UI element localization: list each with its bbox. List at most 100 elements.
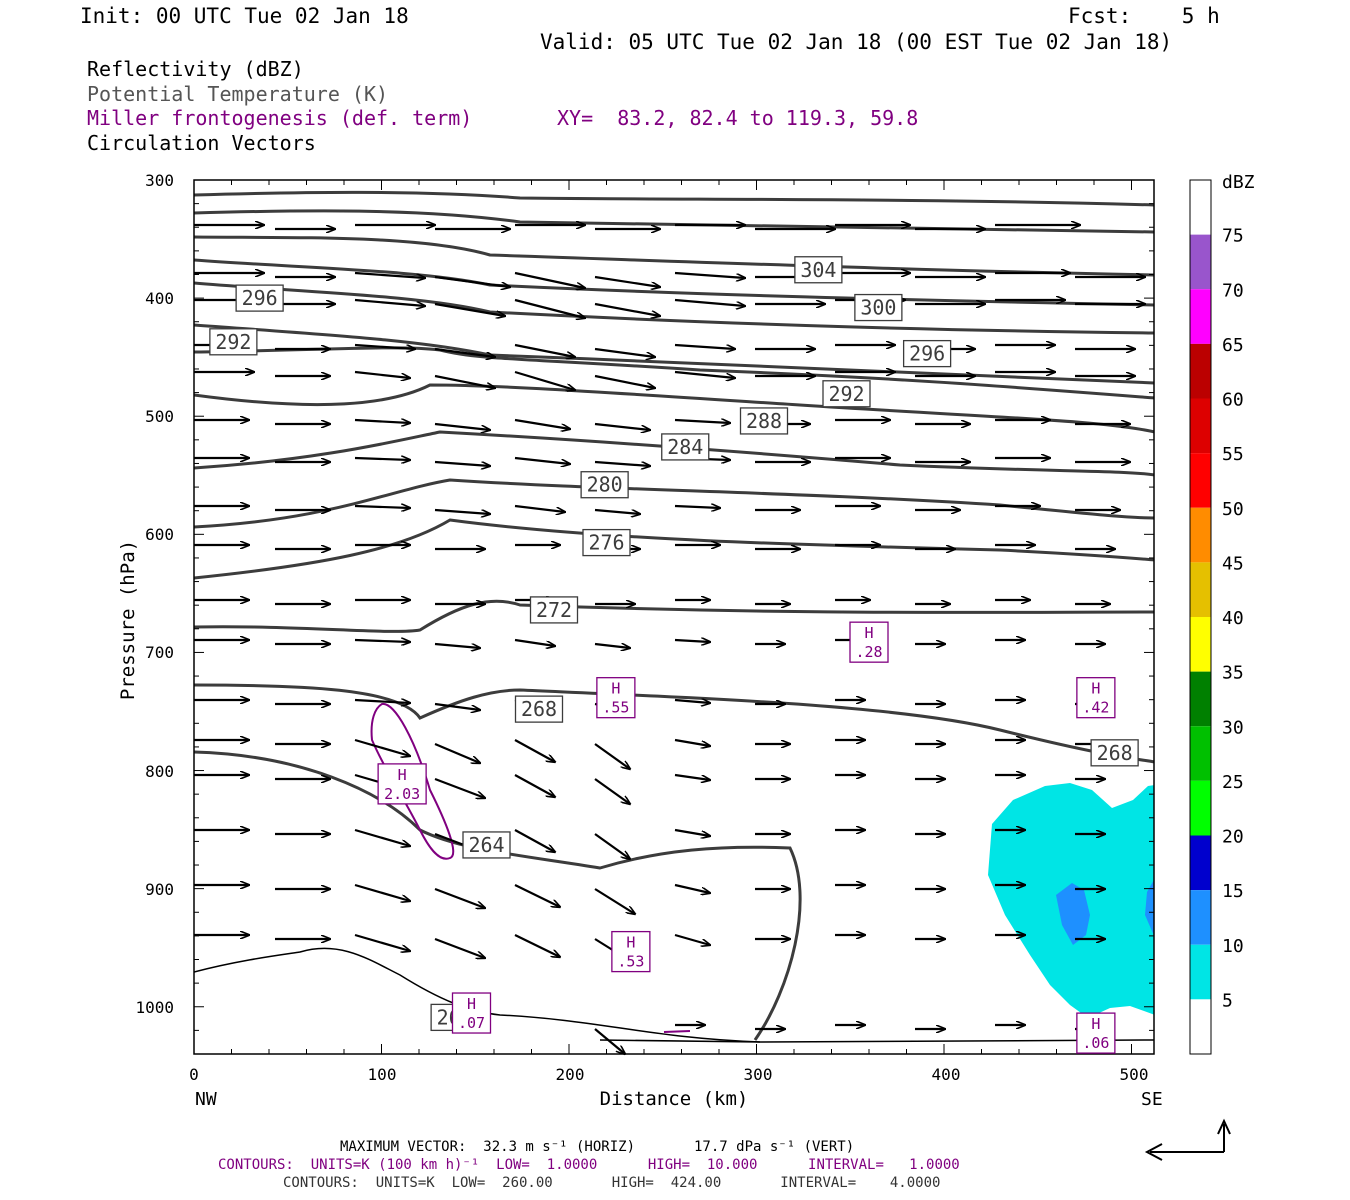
theta-contour <box>194 478 1154 529</box>
frontogenesis-max-box <box>1076 1012 1116 1054</box>
theta-contour <box>194 209 1154 234</box>
vector-arrow <box>674 828 710 836</box>
theta-contour <box>194 383 1154 434</box>
theta-contour <box>194 235 1154 277</box>
vector-arrow <box>674 738 710 746</box>
frontogenesis-max-value: .06 <box>1082 1034 1109 1052</box>
vector-arrow <box>434 702 480 710</box>
frontogenesis-max-value: 2.03 <box>384 785 420 803</box>
theta-contour <box>194 947 761 1043</box>
vector-arrow <box>594 508 640 514</box>
theta-label: 272 <box>536 598 572 622</box>
theta-label: 268 <box>1097 741 1133 765</box>
vector-arrow <box>354 506 410 508</box>
colorbar-swatch <box>1190 780 1211 836</box>
colorbar-label: 45 <box>1222 553 1244 574</box>
legend-vectors: Circulation Vectors <box>87 131 316 155</box>
theta-label-box <box>514 695 564 723</box>
theta-label-box <box>854 293 903 322</box>
vector-arrow <box>594 422 650 430</box>
vector-arrow <box>354 458 410 460</box>
x-tick-label: 400 <box>932 1065 961 1084</box>
theta-label-box <box>235 284 284 312</box>
frontogenesis-max-box <box>849 621 889 663</box>
x-tick-label: 100 <box>368 1065 397 1084</box>
colorbar-label: 55 <box>1222 444 1244 465</box>
theta-label-box <box>529 596 579 624</box>
vector-arrow <box>674 298 745 306</box>
vector-arrow <box>354 933 410 951</box>
frontogenesis-max-box <box>1076 677 1116 719</box>
frontogenesis-max-value: .42 <box>1082 699 1109 717</box>
vector-arrow <box>674 640 710 642</box>
vector-arrow <box>594 778 630 804</box>
theta-label-box <box>794 256 843 284</box>
colorbar-label: 5 <box>1222 990 1233 1011</box>
frontogenesis-max-box <box>377 763 427 805</box>
vector-arrow <box>434 777 485 798</box>
colorbar-label: 50 <box>1222 499 1244 520</box>
vector-arrow <box>514 774 555 797</box>
colorbar-swatch <box>1190 944 1211 1000</box>
valid-time: Valid: 05 UTC Tue 02 Jan 18 (00 EST Tue … <box>540 30 1173 54</box>
y-axis-label: Pressure (hPa) <box>117 540 139 700</box>
vector-arrow <box>354 271 425 278</box>
vector-arrow <box>674 343 735 349</box>
vector-arrow <box>434 742 480 763</box>
theta-label: 296 <box>242 286 278 310</box>
vector-arrow <box>674 420 730 423</box>
init-time: Init: 00 UTC Tue 02 Jan 18 <box>80 4 409 28</box>
x-tick-label: 200 <box>556 1065 585 1084</box>
theta-label: 292 <box>828 382 864 406</box>
colorbar-label: 40 <box>1222 608 1244 629</box>
frontogenesis-max-value: .53 <box>617 953 644 971</box>
frontogenesis-max-box <box>611 930 651 973</box>
theta-label-box <box>580 471 629 499</box>
maximum-vector-info: MAXIMUM VECTOR: 32.3 m s⁻¹ (HORIZ) 17.7 … <box>340 1139 855 1155</box>
theta-contour <box>194 258 1154 307</box>
legend-reflectivity: Reflectivity (dBZ) <box>87 57 304 81</box>
colorbar-swatch <box>1190 999 1211 1054</box>
vector-arrow <box>674 271 745 278</box>
x-end-label-se: SE <box>1141 1089 1163 1110</box>
colorbar-label: 60 <box>1222 390 1244 411</box>
vector-arrow <box>594 833 630 859</box>
colorbar-swatch <box>1190 507 1211 563</box>
theta-label-box <box>661 433 710 461</box>
theta-contour <box>194 190 1154 207</box>
vector-arrow <box>594 1028 625 1054</box>
vector-arrow <box>514 884 560 907</box>
vector-arrow <box>514 504 565 512</box>
theta-label: 304 <box>800 258 836 282</box>
x-tick-label: 300 <box>744 1065 773 1084</box>
reflectivity-10dbz-area <box>1056 883 1090 945</box>
colorbar-swatch <box>1190 453 1211 508</box>
x-tick-label: 500 <box>1120 1065 1149 1084</box>
theta-contour <box>194 683 1154 764</box>
vector-arrow <box>594 374 655 388</box>
y-tick-label: 900 <box>145 880 174 899</box>
vector-arrow <box>594 347 655 357</box>
vector-arrow <box>514 934 560 957</box>
theta-contour <box>194 518 1154 580</box>
theta-contour <box>194 323 1154 385</box>
colorbar-swatch <box>1190 671 1211 727</box>
theta-label-box <box>902 339 952 368</box>
frontogenesis-contour-small <box>663 1030 691 1033</box>
vector-arrow <box>434 887 485 908</box>
vector-arrow <box>354 738 410 756</box>
frontogenesis-max-box <box>596 677 636 719</box>
vector-arrow <box>674 773 710 780</box>
vector-arrow <box>594 642 630 648</box>
vector-arrow <box>434 302 505 316</box>
vector-arrow <box>514 456 570 464</box>
frontogenesis-max-marker: H <box>864 624 873 642</box>
vector-arrow <box>674 700 710 703</box>
vector-arrow <box>514 271 585 288</box>
theta-label-box <box>582 528 631 557</box>
vector-arrow <box>434 460 490 466</box>
vector-arrow <box>674 506 720 508</box>
colorbar: 75 70 65 60 55 50 45 40 35 30 25 20 15 10 5 <box>1189 179 1244 1055</box>
vector-arrow <box>434 422 490 430</box>
